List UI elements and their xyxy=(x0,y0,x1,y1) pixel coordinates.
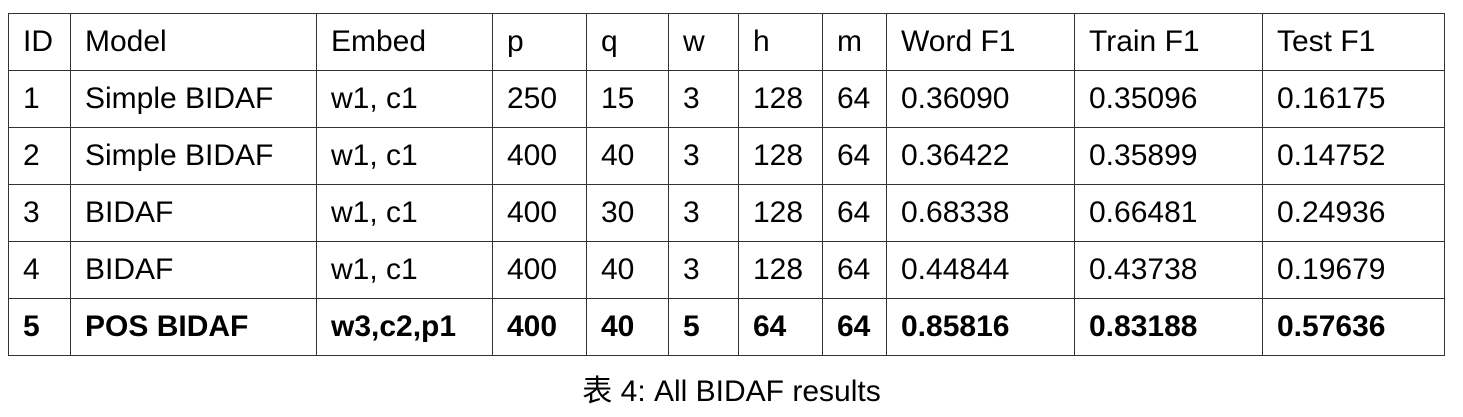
table-caption: 表 4: All BIDAF results xyxy=(582,375,881,408)
table-row: 5 POS BIDAF w3,c2,p1 400 40 5 64 64 0.85816 0.831… xyxy=(8,298,1445,356)
table-cell: 400 xyxy=(492,241,587,299)
table-cell: 0.36422 xyxy=(886,127,1075,185)
table-cell: 4 xyxy=(8,241,71,299)
table-cell: 0.85816 xyxy=(886,298,1075,356)
table-cell: 64 xyxy=(822,70,887,128)
table-cell: POS BIDAF xyxy=(70,298,317,356)
table-cell: w1, c1 xyxy=(316,184,493,242)
table-cell: 0.43738 xyxy=(1074,241,1263,299)
header-cell: Word F1 xyxy=(886,13,1075,71)
header-cell: p xyxy=(492,13,587,71)
results-table: ID Model Embed p q w h m Word F1 Train F… xyxy=(8,13,1445,356)
table-cell: 400 xyxy=(492,184,587,242)
table-cell: w3,c2,p1 xyxy=(316,298,493,356)
header-row: ID Model Embed p q w h m Word F1 Train F… xyxy=(8,13,1445,71)
table-body: 1 Simple BIDAF w1, c1 250 15 3 128 64 0.36090 0.3… xyxy=(8,70,1445,356)
table-cell: 64 xyxy=(822,127,887,185)
table-cell: 0.66481 xyxy=(1074,184,1263,242)
table-cell: 0.24936 xyxy=(1262,184,1445,242)
table-cell: 0.83188 xyxy=(1074,298,1263,356)
table-cell: 3 xyxy=(668,127,739,185)
table-cell: w1, c1 xyxy=(316,127,493,185)
table-cell: 0.35899 xyxy=(1074,127,1263,185)
table-cell: 0.35096 xyxy=(1074,70,1263,128)
table-cell: 0.36090 xyxy=(886,70,1075,128)
header-cell: q xyxy=(586,13,669,71)
table-cell: 0.19679 xyxy=(1262,241,1445,299)
table-cell: 0.68338 xyxy=(886,184,1075,242)
table-cell: 400 xyxy=(492,298,587,356)
table-cell: 5 xyxy=(8,298,71,356)
table-cell: 40 xyxy=(586,241,669,299)
header-cell: Embed xyxy=(316,13,493,71)
table-cell: 2 xyxy=(8,127,71,185)
table-cell: 400 xyxy=(492,127,587,185)
header-cell: Model xyxy=(70,13,317,71)
table-cell: 128 xyxy=(738,127,823,185)
table-cell: 64 xyxy=(822,298,887,356)
header-cell: m xyxy=(822,13,887,71)
table-cell: 3 xyxy=(668,70,739,128)
table-cell: 0.57636 xyxy=(1262,298,1445,356)
header-cell: ID xyxy=(8,13,71,71)
header-cell: Test F1 xyxy=(1262,13,1445,71)
table-cell: Simple BIDAF xyxy=(70,127,317,185)
table-cell: w1, c1 xyxy=(316,70,493,128)
table-cell: Simple BIDAF xyxy=(70,70,317,128)
table-cell: 64 xyxy=(738,298,823,356)
table-cell: 15 xyxy=(586,70,669,128)
table-cell: 128 xyxy=(738,184,823,242)
table-row: 1 Simple BIDAF w1, c1 250 15 3 128 64 0.36090 0.3… xyxy=(8,70,1445,128)
table-cell: 64 xyxy=(822,184,887,242)
table-cell: 3 xyxy=(668,184,739,242)
table-cell: 128 xyxy=(738,70,823,128)
table-cell: 250 xyxy=(492,70,587,128)
table-row: 4 BIDAF w1, c1 400 40 3 128 64 0.44844 0.43738 0.1… xyxy=(8,241,1445,299)
header-cell: Train F1 xyxy=(1074,13,1263,71)
table-cell: 0.16175 xyxy=(1262,70,1445,128)
table-cell: 30 xyxy=(586,184,669,242)
table-cell: 40 xyxy=(586,298,669,356)
table-cell: 64 xyxy=(822,241,887,299)
table-cell: 0.14752 xyxy=(1262,127,1445,185)
table-cell: 128 xyxy=(738,241,823,299)
table-row: 2 Simple BIDAF w1, c1 400 40 3 128 64 0.36422 0.3… xyxy=(8,127,1445,185)
table-cell: 0.44844 xyxy=(886,241,1075,299)
table-cell: 1 xyxy=(8,70,71,128)
table-cell: BIDAF xyxy=(70,241,317,299)
table-cell: 40 xyxy=(586,127,669,185)
table-cell: 3 xyxy=(668,241,739,299)
header-cell: w xyxy=(668,13,739,71)
table-cell: 5 xyxy=(668,298,739,356)
table-cell: w1, c1 xyxy=(316,241,493,299)
table-row: 3 BIDAF w1, c1 400 30 3 128 64 0.68338 0.66481 0.2… xyxy=(8,184,1445,242)
table-cell: BIDAF xyxy=(70,184,317,242)
table-cell: 3 xyxy=(8,184,71,242)
header-cell: h xyxy=(738,13,823,71)
